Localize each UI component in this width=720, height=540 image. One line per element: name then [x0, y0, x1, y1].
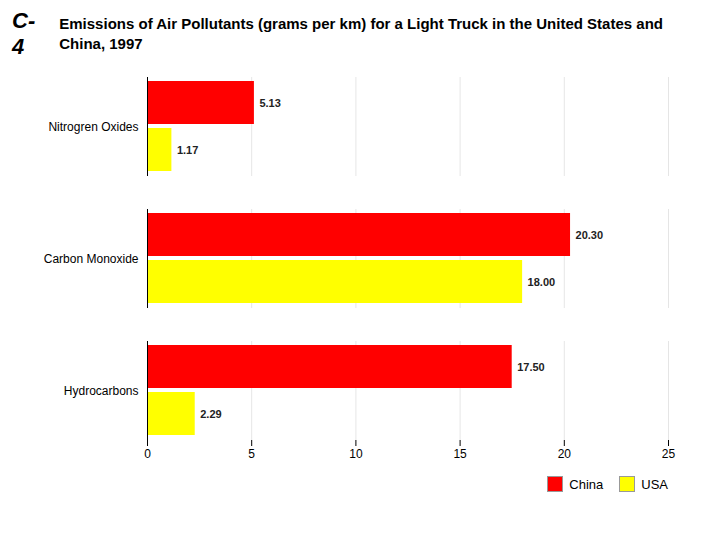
svg-text:5: 5	[248, 447, 255, 461]
svg-text:10: 10	[349, 447, 363, 461]
html-text:Emissions of Air Pollutants (g: Emissions of Air Pollutants (grams per k…	[59, 14, 663, 52]
svg-text:1.17: 1.17	[177, 144, 198, 156]
html-text:C-4: C-4	[12, 8, 36, 59]
svg-text:5.13: 5.13	[259, 97, 280, 109]
svg-text:20.30: 20.30	[576, 229, 604, 241]
svg-text:15: 15	[453, 447, 467, 461]
svg-text:18.00: 18.00	[528, 276, 556, 288]
svg-text:2.29: 2.29	[200, 408, 221, 420]
svg-text:25: 25	[662, 447, 676, 461]
svg-text:Carbon Monoxide: Carbon Monoxide	[44, 252, 139, 266]
html-text:China: China	[569, 476, 604, 492]
svg-text:Hydrocarbons: Hydrocarbons	[64, 384, 139, 398]
svg-text:Nitrogren Oxides: Nitrogren Oxides	[48, 120, 138, 134]
svg-text:20: 20	[558, 447, 572, 461]
svg-text:0: 0	[144, 447, 151, 461]
svg-text:17.50: 17.50	[517, 361, 545, 373]
html-text:USA: USA	[641, 476, 668, 492]
